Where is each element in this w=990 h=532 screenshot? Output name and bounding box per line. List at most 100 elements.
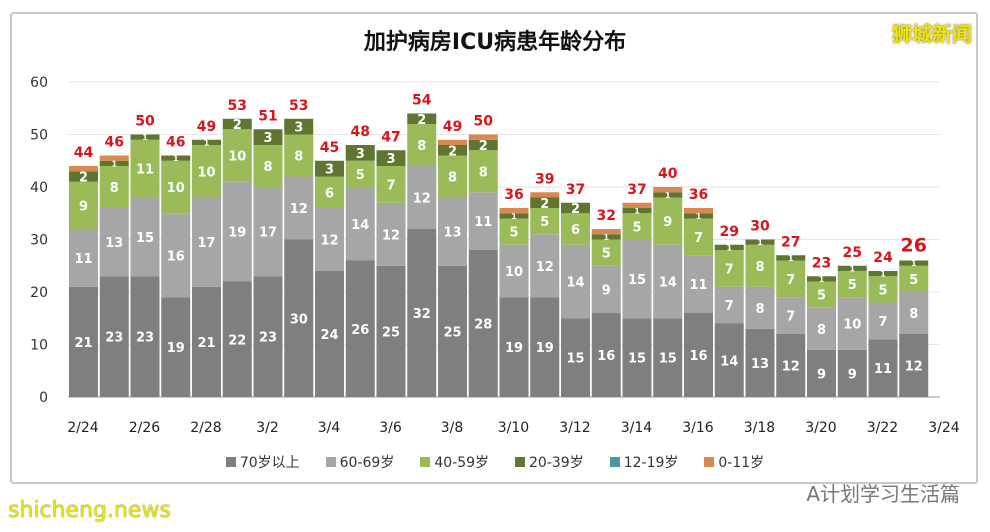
- bar-segment: [684, 313, 713, 397]
- bar-segment: [622, 202, 652, 208]
- legend-item: 12-19岁: [609, 452, 678, 472]
- bar-segment: [99, 155, 129, 161]
- segment-label: 5: [632, 220, 641, 235]
- bar-segment: [868, 302, 898, 340]
- bar-segment: [561, 318, 590, 397]
- bar-segment: [837, 271, 867, 298]
- segment-label: 9: [817, 367, 826, 382]
- legend-item: 40-59岁: [420, 452, 489, 472]
- segment-label: 16: [597, 349, 615, 364]
- segment-label: 1: [880, 270, 886, 279]
- segment-label: 9: [848, 367, 857, 382]
- chart-frame: [10, 12, 978, 484]
- bar-segment: [499, 213, 529, 219]
- segment-label: 8: [755, 302, 764, 317]
- bar-segment: [561, 244, 590, 319]
- legend-label: 60-69岁: [339, 455, 395, 471]
- segment-label: 1: [111, 159, 117, 168]
- bar-segment: [130, 139, 160, 198]
- bar-segment: [499, 218, 529, 245]
- total-label: 37: [566, 182, 585, 198]
- segment-label: 32: [413, 307, 431, 322]
- segment-label: 8: [417, 139, 426, 154]
- total-label: 49: [443, 119, 462, 135]
- bar-segment: [69, 171, 98, 182]
- x-tick-label: 3/16: [682, 420, 714, 436]
- bar-segment: [899, 260, 929, 266]
- bar-segment: [899, 292, 929, 334]
- bar-segment: [776, 297, 806, 334]
- total-label: 36: [689, 187, 708, 203]
- total-label: 51: [258, 108, 277, 124]
- bar-segment: [468, 150, 498, 193]
- segment-label: 30: [290, 312, 308, 327]
- segment-label: 11: [136, 163, 154, 178]
- segment-label: 24: [320, 328, 338, 343]
- bar-segment: [499, 244, 529, 298]
- bar-segment: [253, 276, 283, 397]
- bar-segment: [253, 129, 283, 145]
- segment-label: 11: [74, 252, 92, 267]
- segment-label: 5: [909, 273, 918, 288]
- logo: 狮城新闻: [892, 22, 972, 46]
- segment-label: 13: [751, 357, 769, 372]
- segment-label: 1: [911, 259, 917, 268]
- segment-label: 16: [689, 349, 707, 364]
- bar-segment: [161, 213, 191, 298]
- bar-segment: [315, 176, 344, 208]
- bar-segment: [130, 197, 160, 277]
- bar-segment: [591, 265, 621, 313]
- bar-segment: [376, 150, 406, 166]
- bar-segment: [807, 276, 836, 282]
- bar-segment: [438, 155, 467, 198]
- x-tick-label: 3/6: [379, 420, 402, 436]
- site-watermark: shicheng.news: [8, 498, 171, 523]
- bar-segment: [376, 202, 406, 266]
- bar-segment: [468, 250, 498, 397]
- segment-label: 12: [290, 202, 308, 217]
- segment-label: 8: [909, 307, 918, 322]
- bar-segment: [807, 307, 836, 350]
- segment-label: 1: [696, 212, 702, 221]
- bar-segment: [745, 286, 775, 329]
- legend-item: 70岁以上: [225, 452, 300, 472]
- x-tick-label: 3/18: [744, 420, 775, 436]
- bar-segment: [591, 313, 621, 397]
- bar-segment: [745, 244, 775, 287]
- x-tick-label: 2/28: [190, 420, 221, 436]
- segment-label: 21: [74, 336, 92, 351]
- segment-label: 9: [663, 215, 672, 230]
- segment-label: 17: [197, 236, 215, 251]
- legend-item: 0-11岁: [704, 452, 764, 472]
- bar-segment: [653, 197, 683, 245]
- x-tick-label: 3/24: [928, 420, 960, 436]
- total-label: 46: [166, 135, 185, 151]
- bar-segment: [622, 239, 652, 319]
- segment-label: 9: [602, 283, 611, 298]
- bar-segment: [776, 255, 806, 261]
- bar-segment: [714, 323, 744, 397]
- segment-label: 3: [294, 121, 303, 136]
- x-tick-label: 3/14: [621, 420, 653, 436]
- bar-segment: [714, 244, 744, 250]
- segment-label: 7: [725, 299, 734, 314]
- segment-label: 13: [105, 236, 123, 251]
- segment-label: 10: [843, 318, 861, 333]
- segment-label: 23: [136, 331, 154, 346]
- segment-label: 1: [788, 254, 794, 263]
- segment-label: 15: [628, 273, 646, 288]
- segment-label: 1: [849, 264, 855, 273]
- segment-label: 25: [443, 325, 461, 340]
- segment-label: 10: [505, 265, 523, 280]
- segment-label: 8: [448, 171, 457, 186]
- bar-segment: [376, 265, 406, 397]
- bar-segment: [284, 176, 314, 240]
- segment-label: 8: [110, 181, 119, 196]
- bar-segment: [222, 181, 252, 282]
- segment-label: 1: [665, 191, 671, 200]
- bar-segment: [468, 192, 498, 250]
- bar-segment: [776, 260, 806, 298]
- bar-segment: [807, 281, 836, 308]
- bar-segment: [345, 145, 375, 161]
- bar-segment: [407, 229, 437, 397]
